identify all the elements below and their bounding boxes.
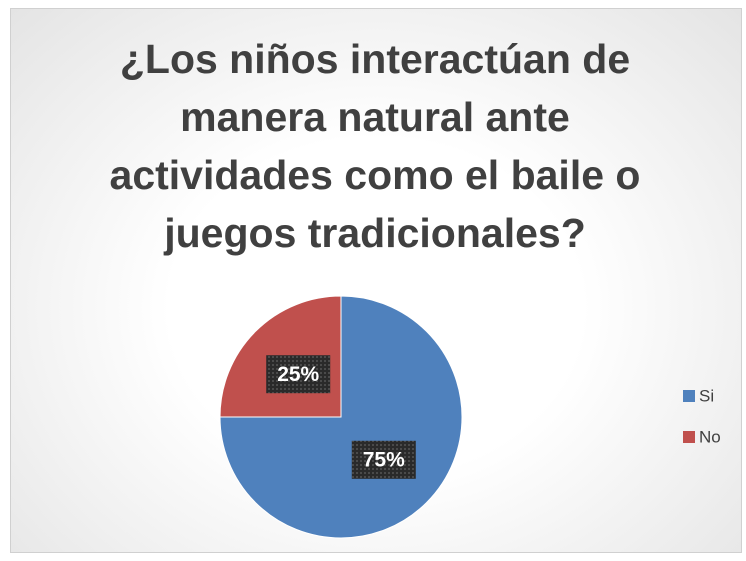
legend-label: Si	[699, 386, 714, 405]
legend-swatch	[683, 431, 695, 443]
data-label-box	[266, 355, 331, 394]
data-label-box	[351, 440, 416, 479]
data-label: 25%	[277, 363, 319, 386]
legend-label: No	[699, 427, 721, 446]
chart-title: ¿Los niños interactúan de manera natural…	[109, 36, 641, 256]
data-label: 75%	[363, 448, 405, 471]
legend-swatch	[683, 390, 695, 402]
